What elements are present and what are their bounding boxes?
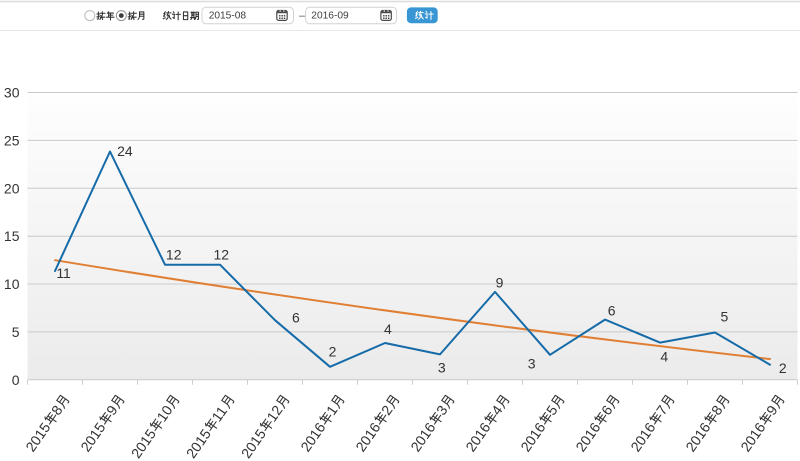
- svg-text:6: 6: [292, 309, 300, 325]
- svg-text:5: 5: [12, 324, 20, 340]
- svg-text:12: 12: [214, 247, 230, 263]
- svg-text:–: –: [299, 10, 306, 22]
- svg-text:2: 2: [329, 344, 337, 360]
- svg-text:10: 10: [154, 403, 176, 425]
- svg-text:20: 20: [4, 180, 20, 196]
- svg-text:3: 3: [438, 359, 446, 375]
- svg-text:4: 4: [384, 321, 392, 337]
- svg-text:15: 15: [4, 228, 20, 244]
- svg-text:25: 25: [4, 133, 20, 149]
- svg-text:5: 5: [721, 309, 729, 325]
- svg-text:12: 12: [264, 403, 286, 425]
- svg-text:10: 10: [4, 276, 20, 292]
- svg-text:30: 30: [4, 85, 20, 101]
- svg-text:0: 0: [12, 372, 20, 388]
- svg-text:3: 3: [528, 356, 536, 372]
- svg-text:11: 11: [56, 265, 71, 281]
- svg-text:2015-08: 2015-08: [209, 11, 247, 22]
- svg-text:12: 12: [166, 247, 182, 263]
- svg-text:9: 9: [496, 275, 504, 291]
- svg-text:24: 24: [117, 143, 133, 159]
- svg-text:6: 6: [608, 303, 616, 319]
- svg-text:4: 4: [660, 349, 668, 365]
- svg-text:2016-09: 2016-09: [311, 11, 349, 22]
- svg-text:2: 2: [779, 360, 787, 376]
